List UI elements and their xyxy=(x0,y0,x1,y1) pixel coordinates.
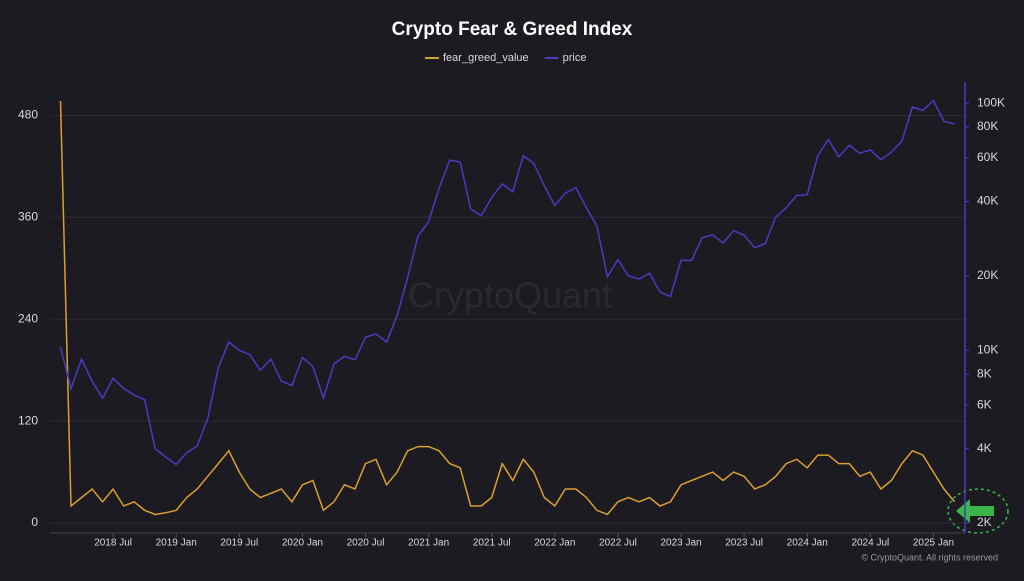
x-tick-label: 2021 Jul xyxy=(473,538,511,549)
y2-tick-label: 80K xyxy=(977,119,998,133)
legend-label: fear_greed_value xyxy=(443,52,529,64)
series-line xyxy=(59,100,956,516)
y-tick-label: 0 xyxy=(31,515,38,529)
x-tick-label: 2019 Jul xyxy=(220,538,258,549)
y-tick-label: 360 xyxy=(18,210,38,224)
y2-tick-label: 10K xyxy=(977,342,998,356)
y2-tick-label: 2K xyxy=(977,515,992,529)
watermark: CryptoQuant xyxy=(408,275,612,316)
y-tick-label: 480 xyxy=(18,108,38,122)
y2-tick-label: 60K xyxy=(977,150,998,164)
x-tick-label: 2025 Jan xyxy=(913,538,954,549)
y-tick-label: 240 xyxy=(18,311,38,325)
chart-title: Crypto Fear & Greed Index xyxy=(392,19,633,40)
x-tick-label: 2020 Jul xyxy=(347,538,385,549)
x-tick-label: 2023 Jul xyxy=(725,538,763,549)
y2-tick-label: 6K xyxy=(977,397,992,411)
x-tick-label: 2018 Jul xyxy=(94,538,132,549)
y2-tick-label: 20K xyxy=(977,268,998,282)
footer: © CryptoQuant. All rights reserved xyxy=(861,552,998,562)
x-tick-label: 2021 Jan xyxy=(408,538,449,549)
series-line xyxy=(59,99,955,466)
y2-tick-label: 4K xyxy=(977,441,992,455)
x-tick-label: 2019 Jan xyxy=(156,538,197,549)
y2-tick-label: 40K xyxy=(977,194,998,208)
y2-tick-label: 8K xyxy=(977,366,992,380)
x-tick-label: 2024 Jan xyxy=(787,538,828,549)
y2-tick-label: 100K xyxy=(977,95,1005,109)
legend-label: price xyxy=(563,52,587,64)
x-tick-label: 2022 Jan xyxy=(534,538,575,549)
x-tick-label: 2023 Jan xyxy=(660,538,701,549)
x-tick-label: 2022 Jul xyxy=(599,538,637,549)
y-tick-label: 120 xyxy=(18,413,38,427)
x-tick-label: 2024 Jul xyxy=(851,538,889,549)
x-tick-label: 2020 Jan xyxy=(282,538,323,549)
